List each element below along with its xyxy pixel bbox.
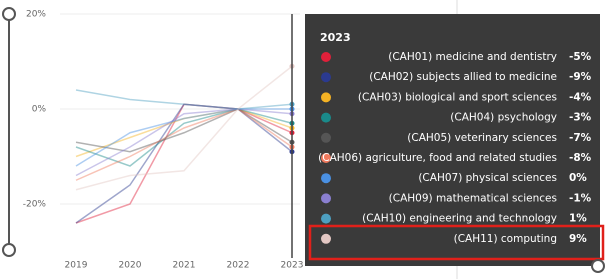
slider-handle[interactable] [2,7,16,21]
y-tick-label: 0% [32,105,47,115]
tooltip [305,14,600,266]
slider-handle[interactable] [591,259,605,273]
legend-label: (CAH05) veterinary sciences [407,132,557,144]
legend-label: (CAH07) physical sciences [418,172,557,184]
series-line [75,103,293,224]
x-tick-label: 2021 [173,261,196,271]
value-label: 0% [569,172,587,184]
value-label: -9% [569,71,592,83]
legend-label: (CAH04) psychology [450,112,557,124]
legend-dot [321,213,331,224]
legend-dot [321,72,331,83]
legend-dot [321,153,331,163]
value-label: -3% [569,112,592,124]
legend-label: (CAH03) biological and sport sciences [358,91,557,103]
legend-dot [321,112,331,123]
value-label: 9% [569,233,587,245]
x-tick-label: 2020 [119,261,142,271]
legend-dot [321,173,331,184]
value-label: -5% [569,51,592,63]
legend-label: (CAH10) engineering and technology [362,213,557,225]
legend-dot [321,193,331,204]
series-line [75,108,293,181]
legend-dot [321,132,331,143]
value-label: 1% [569,213,587,225]
series-line [75,108,292,167]
value-label: -8% [569,152,592,164]
series-line [75,108,293,177]
y-tick-label: 20% [26,10,46,20]
x-tick-label: 2019 [65,261,88,271]
series-line [75,89,293,110]
value-label: -1% [569,192,592,204]
series-line [75,103,293,224]
legend-label: (CAH01) medicine and dentistry [388,51,557,63]
legend-dot [321,233,331,244]
series-line [75,108,293,158]
legend-label: (CAH06) agriculture, food and related st… [318,152,557,164]
value-label: -7% [569,132,592,144]
legend-dot [321,52,331,62]
tooltip-title: 2023 [320,31,351,44]
legend-label: (CAH11) computing [454,233,557,245]
x-tick-label: 2023 [281,261,304,271]
y-tick-label: -20% [23,200,47,210]
series-line [75,108,293,153]
x-tick-label: 2022 [227,261,250,271]
highlight-box [308,224,605,261]
legend-label: (CAH09) mathematical sciences [389,192,557,204]
legend-label: (CAH02) subjects allied to medicine [369,71,557,83]
legend-dot [321,92,331,103]
slider-handle[interactable] [2,243,16,257]
series-line [75,65,293,191]
value-label: -4% [569,91,592,103]
series-line [75,108,293,167]
